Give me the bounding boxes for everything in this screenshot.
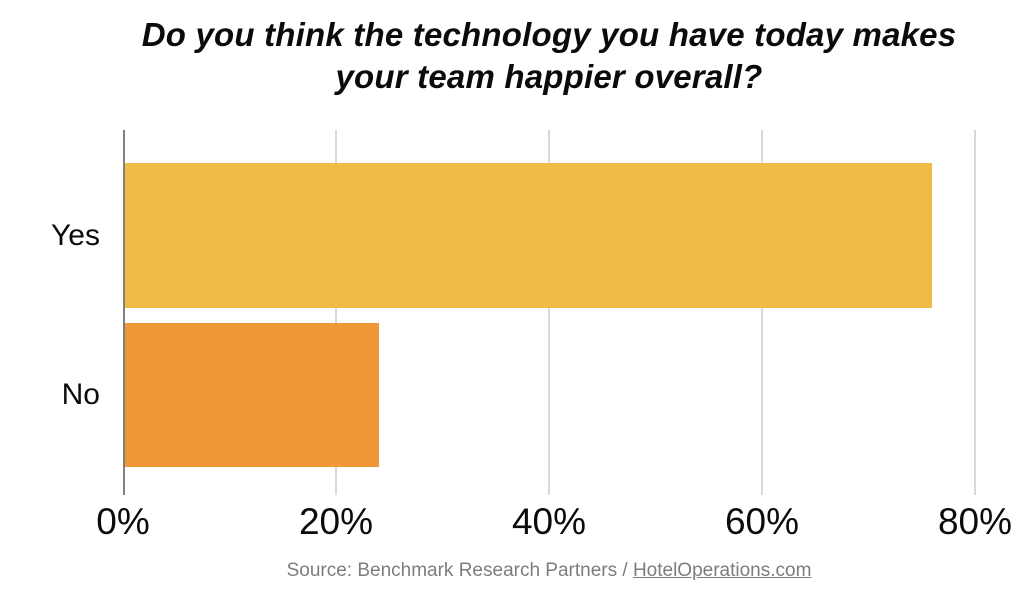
- gridline-40%: [548, 130, 550, 495]
- x-tick-label-20%: 20%: [298, 501, 374, 542]
- y-axis-line: [123, 130, 125, 495]
- x-tick-label-80%: 80%: [937, 501, 1013, 542]
- source-link[interactable]: HotelOperations.com: [632, 560, 812, 581]
- y-axis-category-labels: Yes No: [0, 130, 123, 495]
- x-tick-label-40%: 40%: [511, 501, 587, 542]
- category-label-yes: Yes: [51, 218, 100, 252]
- chart-title-line-1: Do you think the technology you have tod…: [141, 16, 957, 53]
- source-caption: Source: Benchmark Research Partners / Ho…: [123, 560, 975, 582]
- x-axis-tick-labels: 0% 20% 40% 60% 80%: [0, 498, 1024, 550]
- gridline-60%: [761, 130, 763, 495]
- x-tick-label-60%: 60%: [724, 501, 800, 542]
- x-tick-label-0%: 0%: [96, 501, 150, 542]
- chart-title-line-2: your team happier overall?: [335, 58, 763, 95]
- plot-area: [123, 130, 976, 495]
- bar-yes: [125, 163, 933, 308]
- gridline-80%: [974, 130, 976, 495]
- category-label-no: No: [61, 378, 100, 411]
- chart-title: Do you think the technology you have tod…: [123, 14, 975, 98]
- gridline-20%: [335, 130, 337, 495]
- bar-no: [125, 323, 379, 467]
- source-caption-text: Source: Benchmark Research Partners /: [286, 560, 633, 581]
